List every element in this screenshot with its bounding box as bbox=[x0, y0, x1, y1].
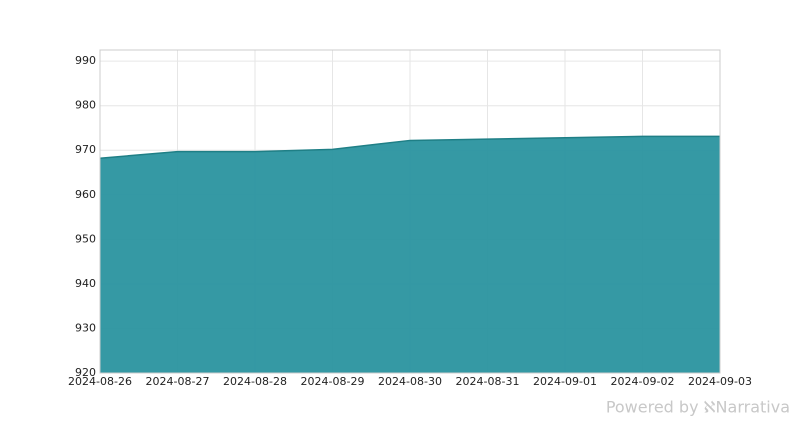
x-tick-label: 2024-09-02 bbox=[611, 375, 675, 388]
y-tick-label: 950 bbox=[75, 232, 96, 245]
x-tick-label: 2024-08-30 bbox=[378, 375, 442, 388]
x-tick-label: 2024-08-28 bbox=[223, 375, 287, 388]
x-tick-label: 2024-08-26 bbox=[68, 375, 132, 388]
y-tick-label: 960 bbox=[75, 188, 96, 201]
y-tick-label: 940 bbox=[75, 277, 96, 290]
watermark: Powered by ℵNarrativa bbox=[606, 398, 790, 417]
x-tick-label: 2024-08-29 bbox=[301, 375, 365, 388]
plot-border bbox=[99, 49, 721, 374]
x-tick-label: 2024-08-27 bbox=[146, 375, 210, 388]
x-tick-label: 2024-09-03 bbox=[688, 375, 752, 388]
x-tick-label: 2024-09-01 bbox=[533, 375, 597, 388]
y-tick-label: 990 bbox=[75, 54, 96, 67]
area bbox=[100, 136, 720, 373]
x-tick-label: 2024-08-31 bbox=[456, 375, 520, 388]
y-tick-label: 920 bbox=[75, 366, 96, 379]
y-tick-label: 970 bbox=[75, 143, 96, 156]
y-tick-label: 930 bbox=[75, 321, 96, 334]
area-line bbox=[99, 135, 720, 160]
y-tick-label: 980 bbox=[75, 99, 96, 112]
